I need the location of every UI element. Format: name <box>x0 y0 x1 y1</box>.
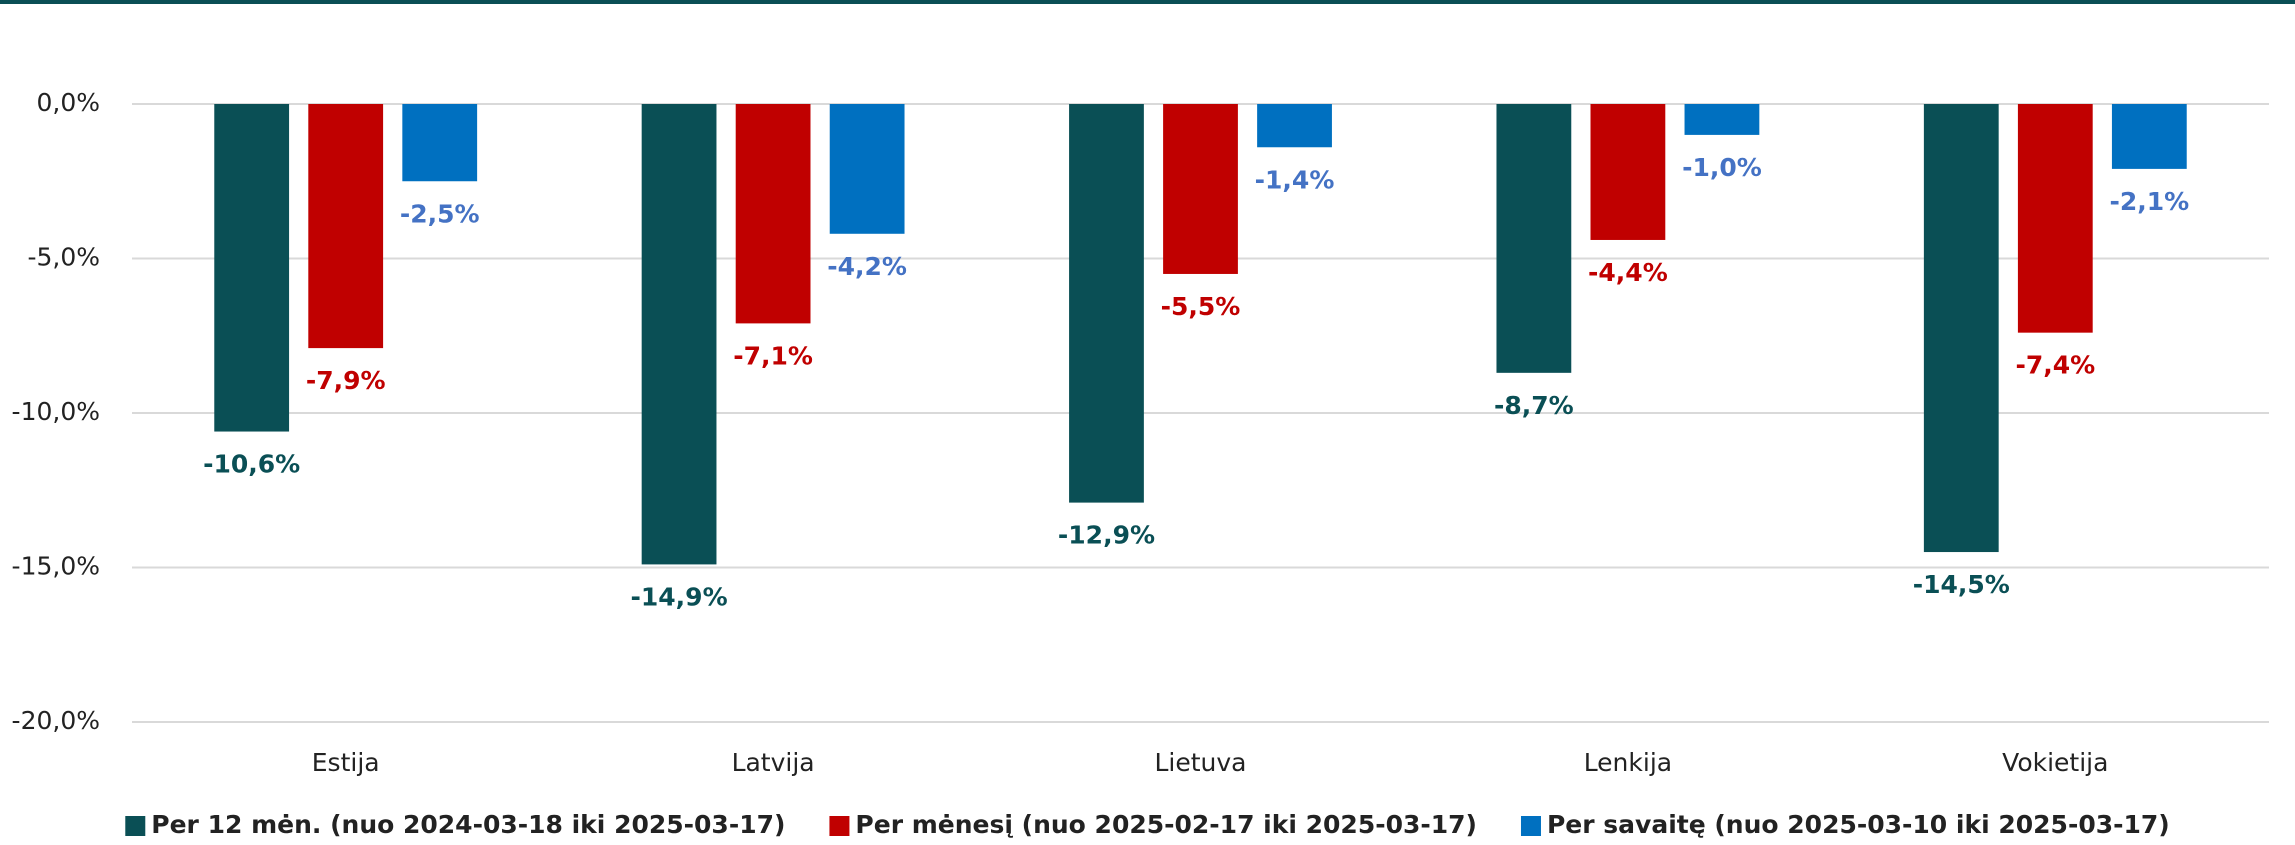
value-label: -7,4% <box>2015 351 2095 380</box>
value-label: -14,5% <box>1913 570 2010 599</box>
value-label: -1,0% <box>1682 153 1762 182</box>
value-label: -2,1% <box>2109 187 2189 216</box>
bar <box>1923 104 1999 553</box>
value-label: -4,2% <box>827 252 907 281</box>
bar <box>1496 104 1572 373</box>
x-tick-label: Latvija <box>732 748 815 777</box>
legend-label: Per mėnesį (nuo 2025-02-17 iki 2025-03-1… <box>855 810 1477 839</box>
value-label: -1,4% <box>1255 165 1335 194</box>
legend-label: Per savaitę (nuo 2025-03-10 iki 2025-03-… <box>1547 810 2170 839</box>
top-border <box>0 0 2295 4</box>
y-tick-label: -5,0% <box>27 243 100 272</box>
bar <box>829 104 905 234</box>
value-label: -7,1% <box>733 341 813 370</box>
bar <box>308 104 384 349</box>
legend-swatch <box>1520 816 1541 836</box>
bar <box>214 104 290 432</box>
value-label: -2,5% <box>400 199 480 228</box>
bar <box>2017 104 2093 333</box>
x-tick-label: Lenkija <box>1584 748 1672 777</box>
bar <box>2111 104 2187 169</box>
legend-swatch <box>829 816 850 836</box>
bar <box>1069 104 1144 503</box>
legend-swatch <box>125 816 146 836</box>
y-tick-label: -10,0% <box>12 397 100 426</box>
bar <box>641 104 717 565</box>
bar <box>1684 104 1760 135</box>
y-tick-label: -15,0% <box>12 552 100 581</box>
value-label: -7,9% <box>306 366 386 395</box>
value-label: -12,9% <box>1058 521 1155 550</box>
x-tick-label: Estija <box>312 748 380 777</box>
y-tick-label: 0,0% <box>36 88 100 117</box>
y-tick-label: -20,0% <box>12 706 100 735</box>
bar <box>735 104 811 324</box>
legend-label: Per 12 mėn. (nuo 2024-03-18 iki 2025-03-… <box>151 810 785 839</box>
value-label: -10,6% <box>203 450 300 479</box>
value-label: -14,9% <box>631 582 728 611</box>
value-label: -8,7% <box>1494 391 1574 420</box>
bar <box>402 104 478 182</box>
value-label: -5,5% <box>1161 292 1241 321</box>
x-tick-label: Vokietija <box>2002 748 2108 777</box>
value-label: -4,4% <box>1588 258 1668 287</box>
bar <box>1163 104 1238 274</box>
bar <box>1590 104 1666 240</box>
bar <box>1257 104 1332 148</box>
x-tick-label: Lietuva <box>1154 748 1246 777</box>
